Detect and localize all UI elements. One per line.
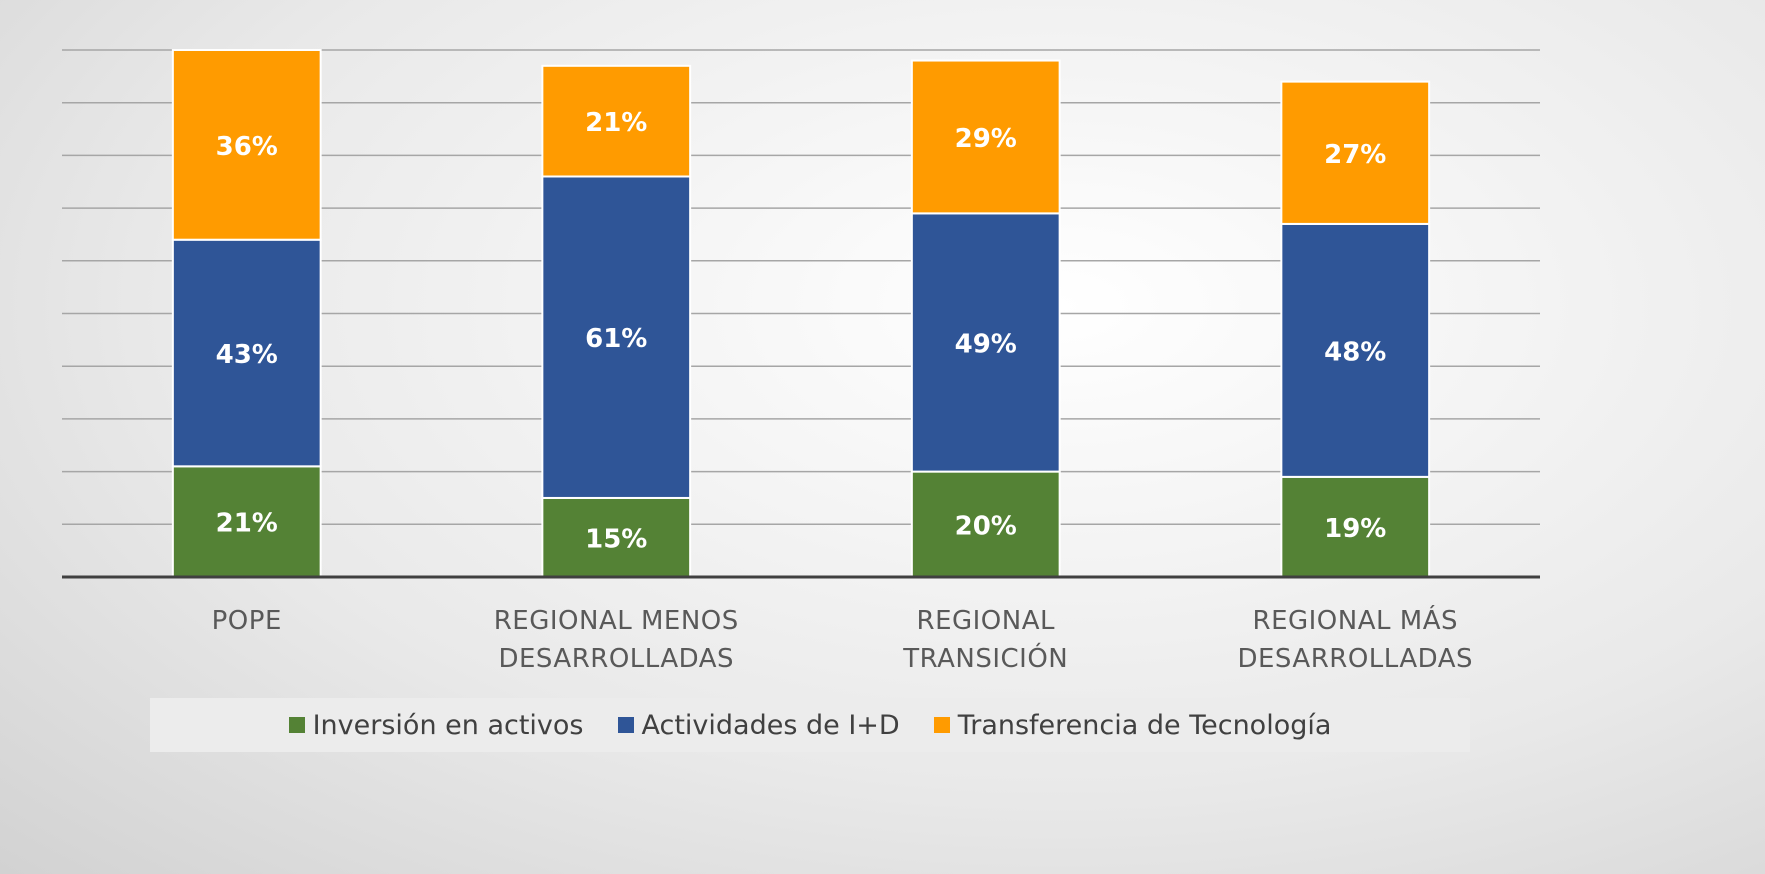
data-label: 48% <box>1324 337 1386 367</box>
legend-swatch <box>933 717 950 733</box>
data-label: 21% <box>216 509 278 539</box>
legend-label: Actividades de I+D <box>641 709 900 741</box>
data-label: 61% <box>585 324 647 354</box>
bar-segment <box>171 238 322 468</box>
x-tick-label: REGIONAL MENOS DESARROLLADAS <box>493 606 739 674</box>
bar-segment <box>910 470 1061 579</box>
x-tick-label: REGIONAL TRANSICIÓN <box>903 606 1069 674</box>
data-label: 20% <box>955 511 1017 541</box>
data-label: 43% <box>216 340 278 370</box>
data-label: 15% <box>585 524 647 554</box>
legend-item: Inversión en activos <box>288 709 584 741</box>
bar-segment <box>910 59 1061 215</box>
bar-segment <box>541 64 692 178</box>
data-label: 49% <box>955 329 1017 359</box>
legend-label: Transferencia de Tecnología <box>957 709 1332 741</box>
data-label: 19% <box>1324 514 1386 544</box>
x-tick-label: REGIONAL MÁS DESARROLLADAS <box>1237 606 1474 674</box>
bar-segment <box>1280 80 1431 225</box>
legend-item: Transferencia de Tecnología <box>933 709 1332 741</box>
legend-item: Actividades de I+D <box>617 709 900 741</box>
bar-segment <box>541 496 692 579</box>
plot: 21% 43% 36% 15% 61% 21% 20% 49% 29% 19% 48% 27% <box>62 49 1540 579</box>
data-label: 29% <box>955 124 1017 154</box>
bar-segment <box>1280 222 1431 478</box>
bar-segment <box>541 175 692 499</box>
data-label: 36% <box>216 132 278 162</box>
bar-segment <box>1280 475 1431 578</box>
legend-swatch <box>617 717 634 733</box>
x-tick-label: POPE <box>211 606 282 636</box>
bar-segment <box>910 212 1061 473</box>
data-label: 21% <box>585 108 647 138</box>
legend: Inversión en activos Actividades de I+D Tr… <box>150 698 1470 752</box>
bar-segment <box>171 49 322 241</box>
legend-swatch <box>288 717 305 733</box>
data-label: 27% <box>1324 140 1386 170</box>
legend-label: Inversión en activos <box>312 709 584 741</box>
